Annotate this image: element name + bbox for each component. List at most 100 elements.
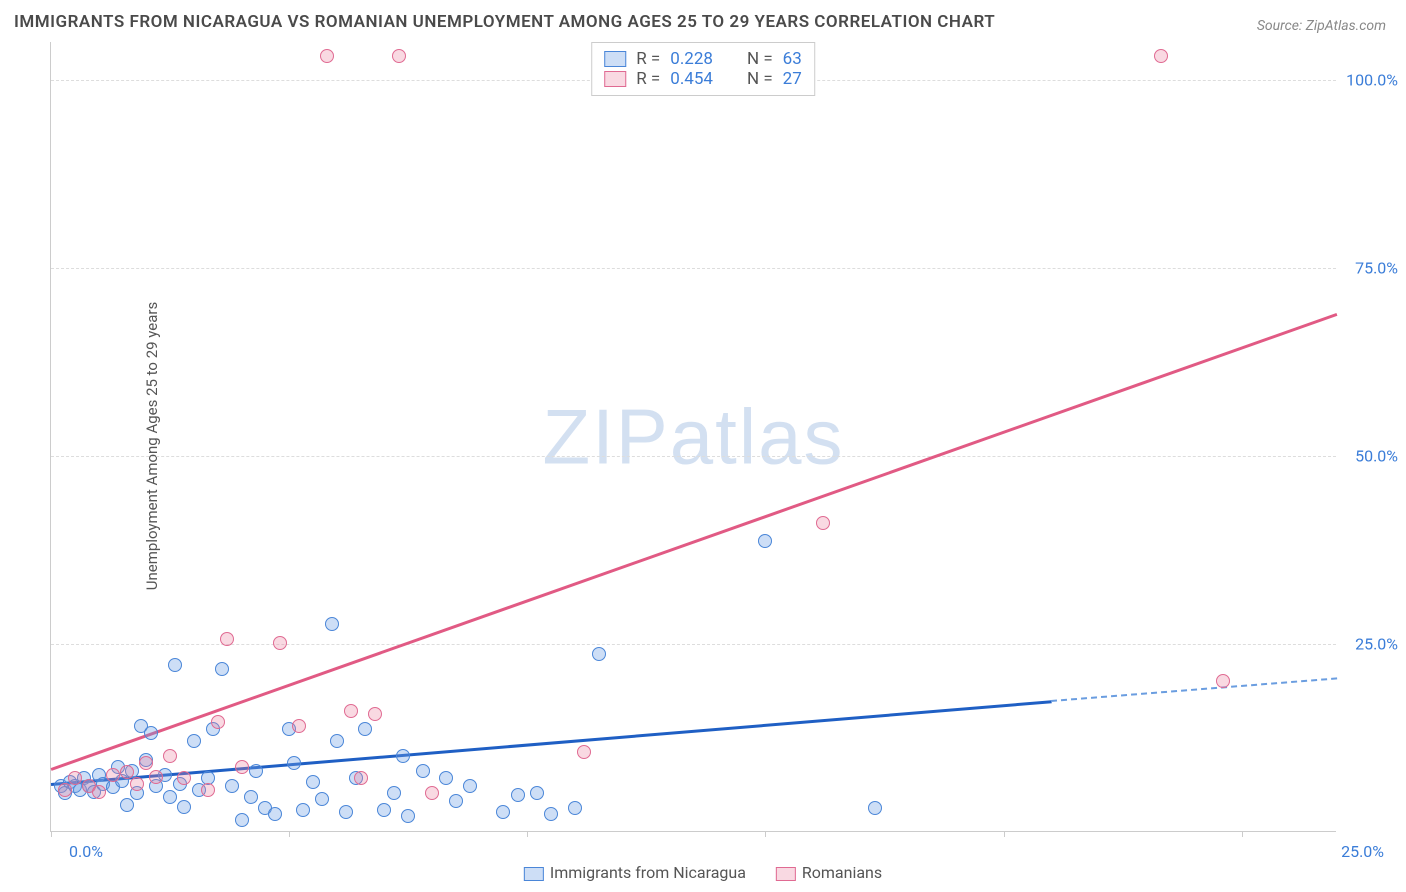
data-point [816,516,830,530]
data-point [325,617,339,631]
data-point [354,771,368,785]
data-point [130,777,144,791]
data-point [592,647,606,661]
gridline [51,268,1336,269]
data-point [235,813,249,827]
data-point [149,770,163,784]
data-point [396,749,410,763]
r-value: 0.454 [670,69,713,89]
source-attribution: Source: ZipAtlas.com [1257,18,1386,34]
data-point [68,771,82,785]
data-point [577,745,591,759]
data-point [144,726,158,740]
data-point [244,790,258,804]
legend-row: R = 0.454 N = 27 [604,69,802,89]
data-point [463,779,477,793]
data-point [377,803,391,817]
data-point [139,756,153,770]
data-point [439,771,453,785]
data-point [449,794,463,808]
legend-swatch [604,51,626,67]
y-tick-label: 75.0% [1355,258,1398,277]
r-value: 0.228 [670,49,713,69]
n-value: 63 [783,49,802,69]
data-point [235,760,249,774]
data-point [530,786,544,800]
watermark-text: ZIPatlas [542,391,844,482]
x-tick [51,831,52,837]
data-point [187,734,201,748]
trend-line-extrapolated [1051,678,1337,703]
data-point [273,636,287,650]
x-tick [527,831,528,837]
data-point [425,786,439,800]
x-tick [765,831,766,837]
data-point [1216,674,1230,688]
data-point [292,719,306,733]
data-point [201,783,215,797]
data-point [568,801,582,815]
y-tick-label: 100.0% [1346,70,1398,89]
correlation-legend: R = 0.228 N = 63 R = 0.454 N = 27 [591,42,815,96]
data-point [868,801,882,815]
data-point [1154,49,1168,63]
data-point [168,658,182,672]
n-label: N = [747,49,773,69]
data-point [215,662,229,676]
data-point [358,722,372,736]
series-legend: Immigrants from Nicaragua Romanians [524,863,882,882]
y-tick-label: 25.0% [1355,634,1398,653]
data-point [249,764,263,778]
legend-row: R = 0.228 N = 63 [604,49,802,69]
trend-line [51,313,1338,771]
data-point [296,803,310,817]
data-point [220,632,234,646]
data-point [496,805,510,819]
data-point [511,788,525,802]
data-point [387,786,401,800]
data-point [315,792,329,806]
trend-line [51,700,1051,785]
data-point [177,800,191,814]
data-point [58,783,72,797]
x-tick [1242,831,1243,837]
data-point [92,785,106,799]
n-label: N = [747,69,773,89]
data-point [177,771,191,785]
data-point [225,779,239,793]
data-point [320,49,334,63]
data-point [163,749,177,763]
data-point [344,704,358,718]
x-tick-label: 0.0% [69,842,103,861]
data-point [401,809,415,823]
legend-swatch [524,867,544,881]
data-point [287,756,301,770]
legend-swatch [604,71,626,87]
data-point [758,534,772,548]
data-point [416,764,430,778]
legend-item: Romanians [776,863,882,882]
legend-item: Immigrants from Nicaragua [524,863,746,882]
data-point [268,807,282,821]
data-point [163,790,177,804]
chart-title: IMMIGRANTS FROM NICARAGUA VS ROMANIAN UN… [14,12,995,32]
data-point [544,807,558,821]
chart-plot-area: ZIPatlas 25.0%50.0%75.0%100.0%0.0%25.0% [50,42,1336,832]
x-tick [289,831,290,837]
gridline [51,644,1336,645]
data-point [330,734,344,748]
x-tick [1004,831,1005,837]
data-point [368,707,382,721]
data-point [120,798,134,812]
data-point [211,715,225,729]
data-point [106,768,120,782]
data-point [339,805,353,819]
data-point [306,775,320,789]
legend-label: Romanians [802,863,882,882]
data-point [392,49,406,63]
r-label: R = [636,69,660,89]
legend-swatch [776,867,796,881]
r-label: R = [636,49,660,69]
legend-label: Immigrants from Nicaragua [550,863,746,882]
n-value: 27 [783,69,802,89]
